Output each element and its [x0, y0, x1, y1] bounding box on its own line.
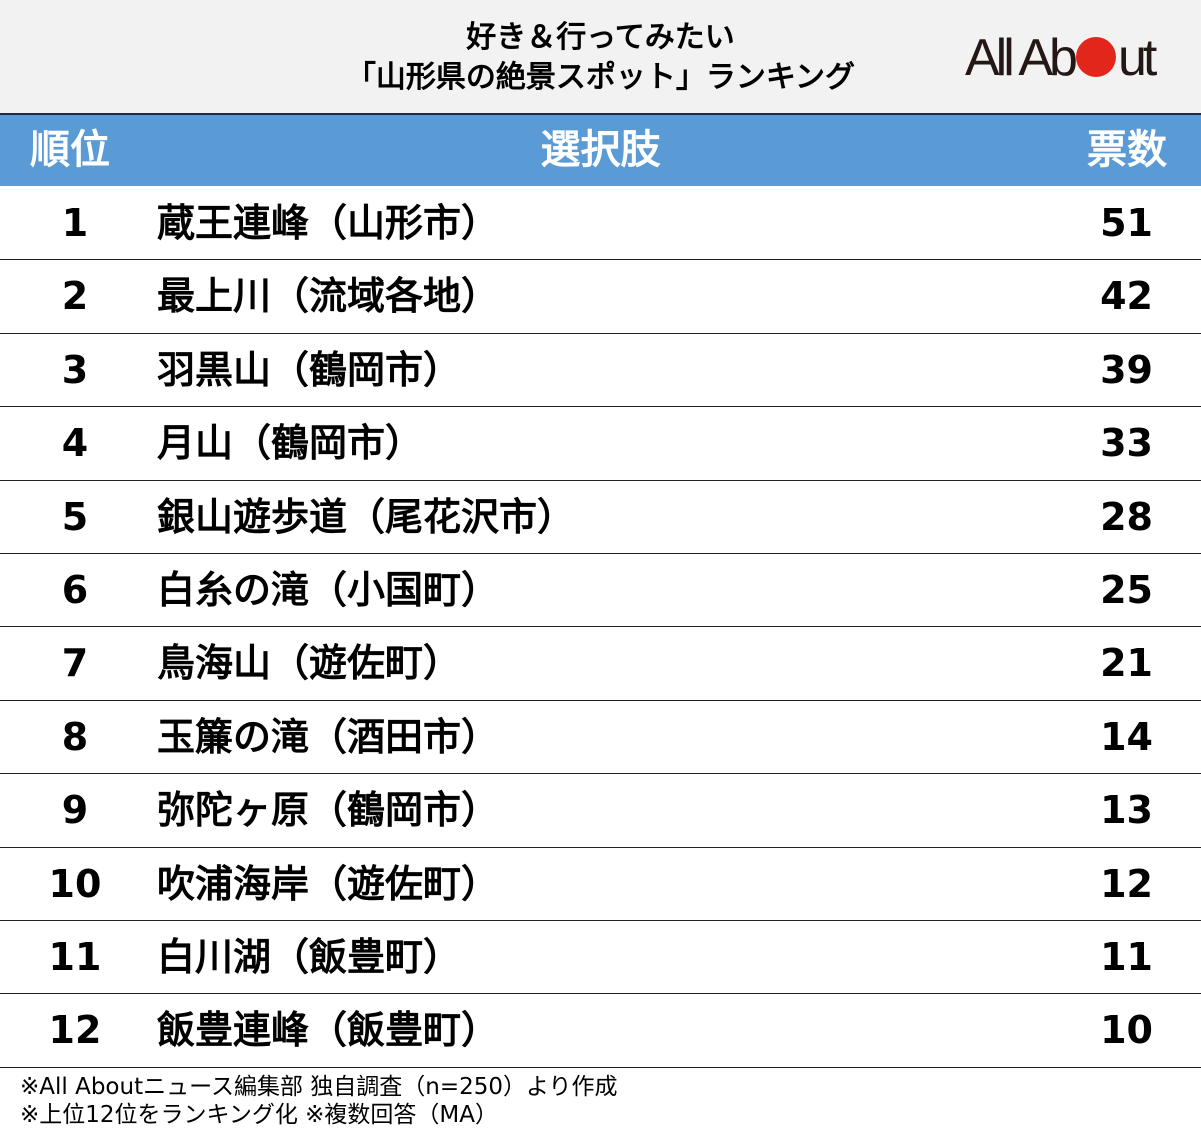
choice-cell: 最上川（流域各地） — [157, 274, 500, 319]
choice-cell: 羽黒山（鶴岡市） — [157, 347, 462, 392]
column-header-rank: 順位 — [30, 127, 110, 173]
choice-cell: 玉簾の滝（酒田市） — [157, 714, 500, 759]
rank-cell: 11 — [48, 934, 102, 979]
table-row: 8 玉簾の滝（酒田市） 14 — [0, 701, 1201, 775]
choice-cell: 白糸の滝（小国町） — [157, 567, 500, 612]
rank-cell: 3 — [61, 347, 89, 392]
choice-cell: 飯豊連峰（飯豊町） — [157, 1008, 500, 1053]
footnote-source: ※All Aboutニュース編集部 独自調査（n=250）より作成 — [20, 1074, 618, 1100]
votes-cell: 51 — [1100, 201, 1153, 245]
footnote-method: ※上位12位をランキング化 ※複数回答（MA） — [20, 1102, 499, 1128]
choice-cell: 銀山遊歩道（尾花沢市） — [157, 494, 576, 539]
logo-text-left: All Ab — [965, 29, 1078, 87]
choice-cell: 鳥海山（遊佐町） — [157, 641, 462, 686]
table-row: 5 銀山遊歩道（尾花沢市） 28 — [0, 481, 1201, 554]
rank-cell: 10 — [48, 861, 102, 906]
rank-cell: 1 — [61, 201, 89, 245]
votes-cell: 11 — [1100, 934, 1153, 979]
choice-cell: 白川湖（飯豊町） — [157, 934, 462, 979]
votes-cell: 10 — [1100, 1008, 1153, 1053]
rank-cell: 4 — [61, 421, 89, 466]
rank-cell: 2 — [61, 274, 89, 319]
chart-title-line1: 好き＆行ってみたい — [466, 20, 735, 55]
logo-red-dot-icon — [1075, 37, 1116, 77]
title-banner: 好き＆行ってみたい 「山形県の絶景スポット」ランキング All Ab ut — [0, 0, 1201, 115]
rank-cell: 6 — [61, 567, 89, 612]
chart-title-line2: 「山形県の絶景スポット」ランキング — [345, 60, 856, 95]
rank-cell: 8 — [61, 714, 89, 759]
rank-cell: 12 — [48, 1008, 102, 1053]
table-row: 10 吹浦海岸（遊佐町） 12 — [0, 848, 1201, 921]
table-header: 選択肢 順位 票数 — [0, 115, 1201, 186]
votes-cell: 33 — [1100, 421, 1153, 466]
table-row: 6 白糸の滝（小国町） 25 — [0, 554, 1201, 628]
choice-cell: 月山（鶴岡市） — [157, 421, 424, 466]
table-row: 2 最上川（流域各地） 42 — [0, 260, 1201, 334]
table-row: 9 弥陀ヶ原（鶴岡市） 13 — [0, 774, 1201, 848]
allabout-logo: All Ab ut — [965, 29, 1157, 87]
votes-cell: 42 — [1100, 274, 1153, 319]
choice-cell: 弥陀ヶ原（鶴岡市） — [157, 788, 500, 833]
votes-cell: 14 — [1100, 714, 1153, 759]
table-body: 1 蔵王連峰（山形市） 51 2 最上川（流域各地） 42 3 羽黒山（鶴岡市） 39 4 月… — [0, 187, 1201, 1068]
choice-cell: 吹浦海岸（遊佐町） — [157, 861, 500, 906]
votes-cell: 25 — [1100, 567, 1153, 612]
column-header-votes: 票数 — [1087, 127, 1167, 173]
column-header-choice: 選択肢 — [540, 127, 661, 173]
table-row: 12 飯豊連峰（飯豊町） 10 — [0, 994, 1201, 1068]
votes-cell: 28 — [1100, 494, 1153, 539]
rank-cell: 5 — [61, 494, 89, 539]
votes-cell: 39 — [1100, 347, 1153, 392]
table-row: 3 羽黒山（鶴岡市） 39 — [0, 334, 1201, 408]
rank-cell: 9 — [61, 788, 89, 833]
table-row: 7 鳥海山（遊佐町） 21 — [0, 627, 1201, 701]
votes-cell: 13 — [1100, 788, 1153, 833]
logo-text-right: ut — [1117, 29, 1157, 87]
votes-cell: 21 — [1100, 641, 1153, 686]
votes-cell: 12 — [1100, 861, 1153, 906]
table-row: 11 白川湖（飯豊町） 11 — [0, 921, 1201, 995]
rank-cell: 7 — [61, 641, 89, 686]
table-row: 4 月山（鶴岡市） 33 — [0, 407, 1201, 481]
choice-cell: 蔵王連峰（山形市） — [157, 201, 500, 245]
table-row: 1 蔵王連峰（山形市） 51 — [0, 187, 1201, 261]
